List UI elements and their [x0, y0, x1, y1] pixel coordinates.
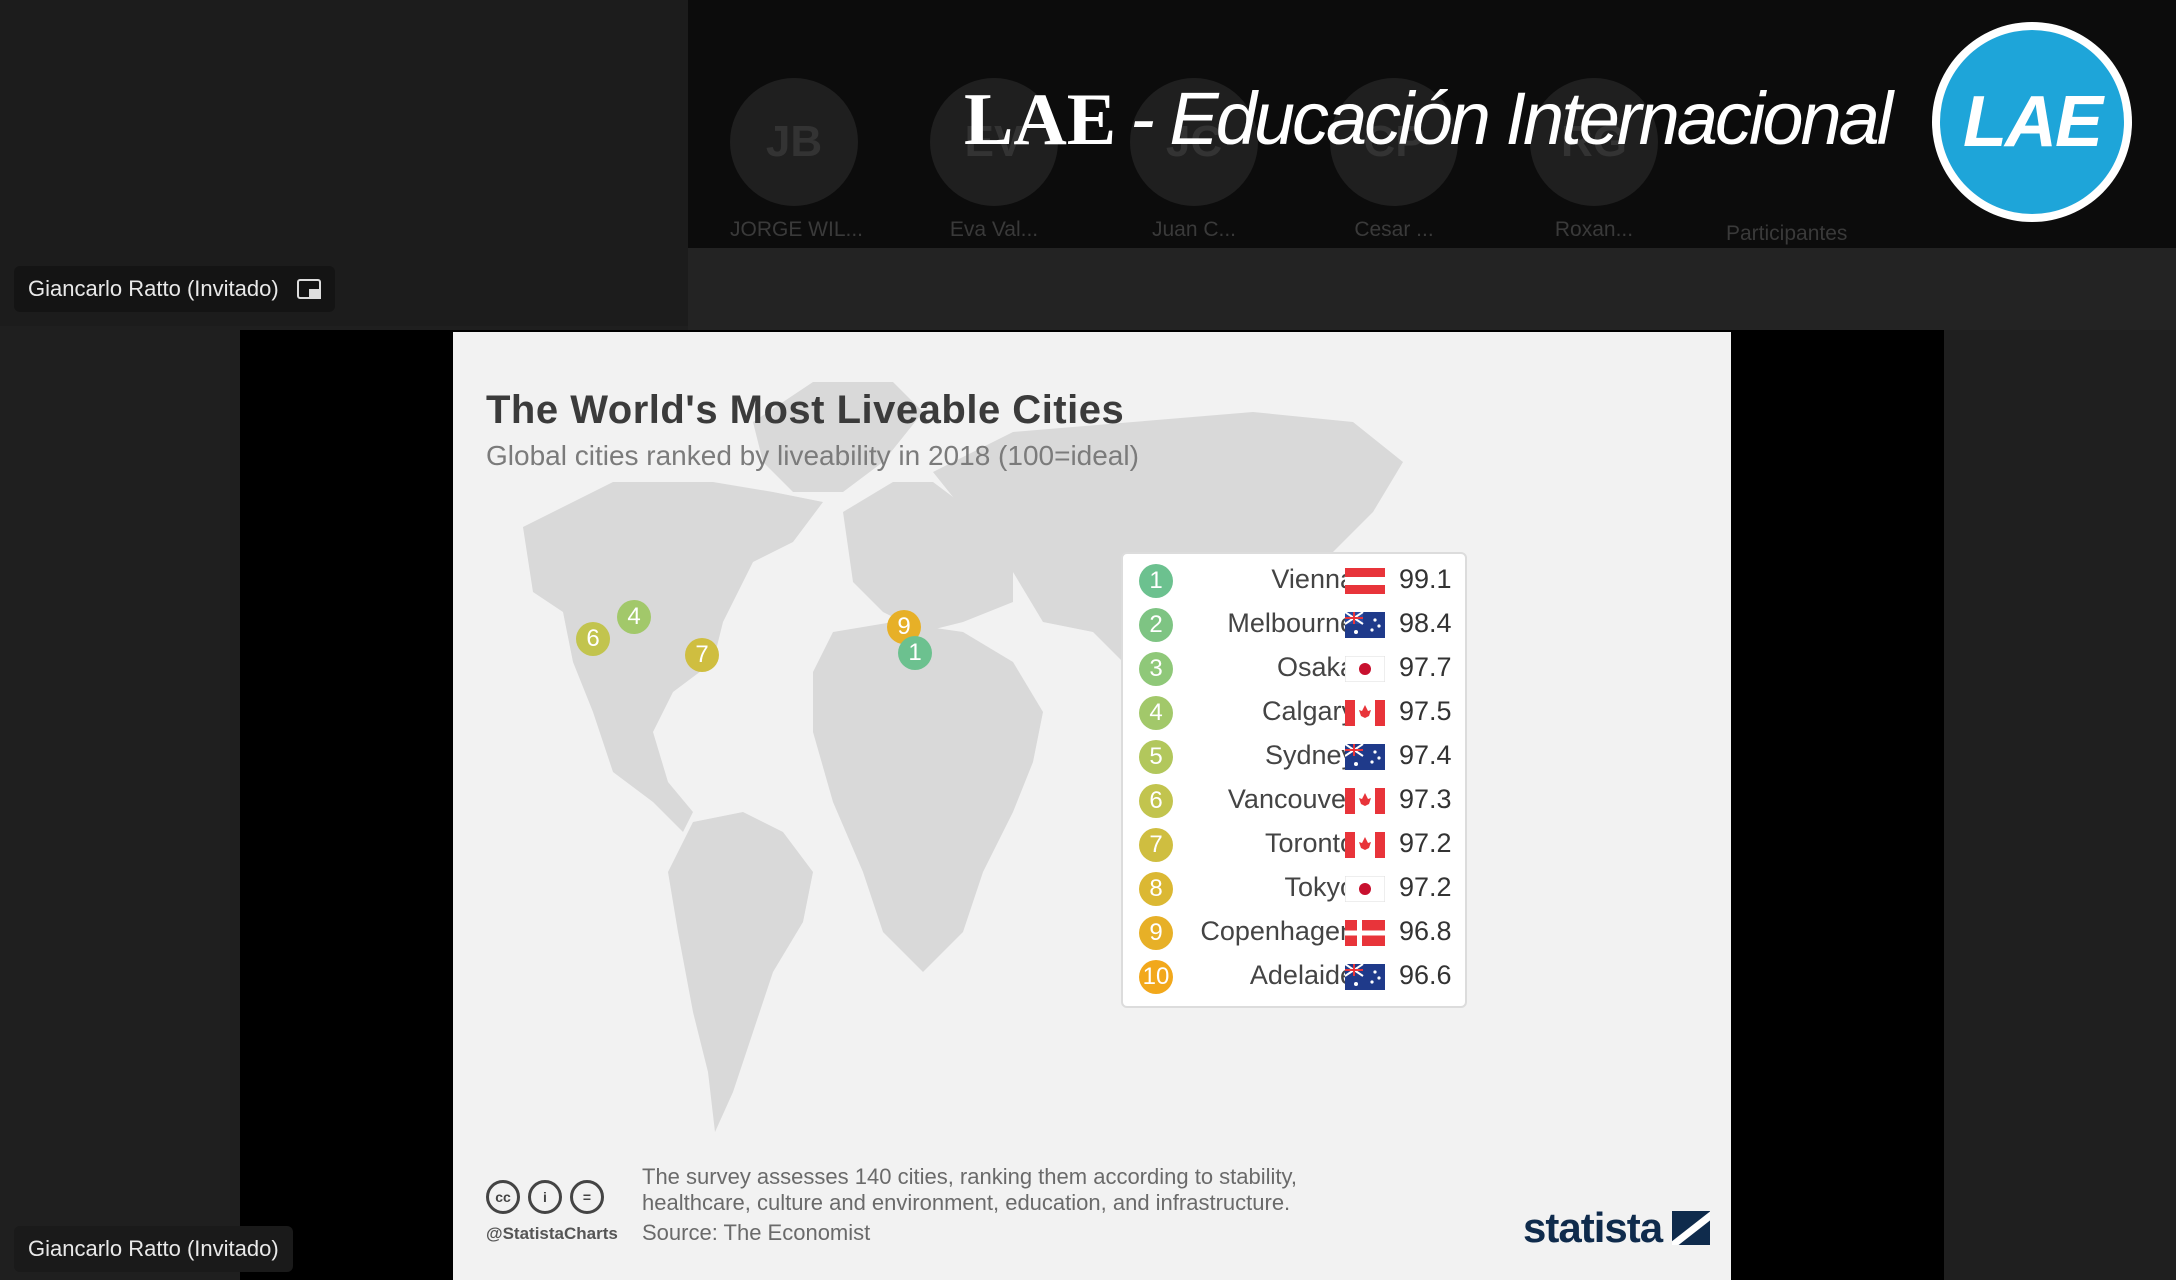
- participant-name: JORGE WIL...: [730, 218, 864, 241]
- participant-tile[interactable]: JC Juan C...: [1130, 78, 1258, 242]
- score-value: 97.2: [1399, 872, 1452, 902]
- denmark-flag-icon: [1345, 920, 1385, 946]
- canada-flag-icon: [1345, 788, 1385, 814]
- table-row: 5 Sydney 97.4: [1123, 734, 1469, 778]
- city-name: Tokyo: [1284, 872, 1355, 902]
- table-row: 3 Osaka 97.7: [1123, 646, 1469, 690]
- presenter-name: Giancarlo Ratto (Invitado): [28, 1236, 279, 1261]
- score-value: 97.3: [1399, 784, 1452, 814]
- australia-flag-icon: [1345, 964, 1385, 990]
- avatar: CP: [1330, 78, 1458, 206]
- survey-note: The survey assesses 140 cities, ranking …: [642, 1164, 1298, 1215]
- table-row: 9 Copenhagen 96.8: [1123, 910, 1469, 954]
- brand-bold: LAE: [964, 79, 1117, 161]
- participant-tile[interactable]: EV Eva Val...: [930, 78, 1058, 242]
- table-row: 1 Vienna 99.1: [1123, 558, 1469, 602]
- city-name: Calgary: [1261, 696, 1355, 726]
- score-value: 97.4: [1399, 740, 1452, 770]
- city-name: Osaka: [1276, 652, 1355, 682]
- source-note: Source: The Economist: [642, 1220, 871, 1245]
- speaker-name-tag: Giancarlo Ratto (Invitado): [14, 266, 335, 312]
- rank-badge: 5: [1139, 740, 1173, 774]
- australia-flag-icon: [1345, 744, 1385, 770]
- table-row: 2 Melbourne 98.4: [1123, 602, 1469, 646]
- participant-name: Eva Val...: [949, 218, 1039, 241]
- australia-flag-icon: [1345, 612, 1385, 638]
- score-value: 97.7: [1399, 652, 1452, 682]
- presenter-name-tag: Giancarlo Ratto (Invitado): [14, 1226, 293, 1272]
- rank-badge: 10: [1139, 960, 1173, 994]
- map-marker-toronto: 7: [685, 638, 719, 672]
- score-value: 96.6: [1399, 960, 1452, 990]
- table-row: 10 Adelaide 96.6: [1123, 954, 1469, 998]
- world-map: [523, 382, 1403, 1132]
- city-name: Melbourne: [1227, 608, 1355, 638]
- shared-slide: The World's Most Liveable Cities Global …: [453, 332, 1731, 1280]
- map-marker-calgary: 4: [617, 600, 651, 634]
- chart-subtitle: Global cities ranked by liveability in 2…: [486, 440, 1139, 471]
- statista-handle: @StatistaCharts: [486, 1224, 618, 1243]
- city-name: Toronto: [1264, 828, 1355, 858]
- city-name: Copenhagen: [1200, 916, 1355, 946]
- canada-flag-icon: [1345, 700, 1385, 726]
- participants-strip: JB JORGE WIL... EV Eva Val... JC Juan C.…: [688, 0, 2176, 248]
- city-name: Sydney: [1264, 740, 1355, 770]
- statista-mark-icon: [1672, 1211, 1711, 1245]
- participants-button[interactable]: Participantes: [1726, 222, 1848, 245]
- score-value: 98.4: [1399, 608, 1452, 638]
- map-marker-vienna: 1: [898, 636, 932, 670]
- brand-overlay: LAE - Educación Internacional: [964, 76, 1893, 172]
- participant-name: Cesar ...: [1354, 218, 1434, 241]
- lae-logo-text: LAE: [1940, 30, 2124, 214]
- chart-title: The World's Most Liveable Cities: [486, 388, 1125, 432]
- rank-badge: 4: [1139, 696, 1173, 730]
- attribution-icon: i: [528, 1180, 562, 1214]
- score-value: 97.5: [1399, 696, 1452, 726]
- participant-name: Roxan...: [1554, 218, 1634, 241]
- no-derivatives-icon: =: [570, 1180, 604, 1214]
- rank-badge: 7: [1139, 828, 1173, 862]
- score-value: 97.2: [1399, 828, 1452, 858]
- participant-tile[interactable]: JB JORGE WIL...: [730, 78, 864, 242]
- avatar: RG: [1530, 78, 1658, 206]
- participant-tile[interactable]: RG Roxan...: [1530, 78, 1658, 242]
- table-row: 6 Vancouver 97.3: [1123, 778, 1469, 822]
- lae-logo: LAE: [1932, 22, 2132, 222]
- creative-commons-icons: cc i =: [486, 1180, 604, 1214]
- canada-flag-icon: [1345, 832, 1385, 858]
- rank-badge: 1: [1139, 564, 1173, 598]
- city-name: Vancouver: [1227, 784, 1355, 814]
- brand-text: - Educación Internacional: [1130, 77, 1893, 160]
- score-value: 96.8: [1399, 916, 1452, 946]
- avatar: JC: [1130, 78, 1258, 206]
- japan-flag-icon: [1345, 656, 1385, 682]
- rank-badge: 6: [1139, 784, 1173, 818]
- avatar: JB: [730, 78, 858, 206]
- rank-badge: 3: [1139, 652, 1173, 686]
- rank-badge: 8: [1139, 872, 1173, 906]
- ranking-table: 1 Vienna 99.1 2 Melbourne 98.4 3 Osaka 9…: [1121, 552, 1467, 1008]
- table-row: 7 Toronto 97.2: [1123, 822, 1469, 866]
- statista-logo-text: statista: [1523, 1204, 1663, 1251]
- participant-name: Juan C...: [1151, 218, 1237, 241]
- city-name: Adelaide: [1249, 960, 1355, 990]
- japan-flag-icon: [1345, 876, 1385, 902]
- participant-tile[interactable]: CP Cesar ...: [1330, 78, 1458, 242]
- speaker-tile[interactable]: Giancarlo Ratto (Invitado): [0, 0, 688, 326]
- city-name: Vienna: [1271, 564, 1355, 594]
- rank-badge: 2: [1139, 608, 1173, 642]
- map-marker-vancouver: 6: [576, 622, 610, 656]
- table-row: 4 Calgary 97.5: [1123, 690, 1469, 734]
- score-value: 99.1: [1399, 564, 1452, 594]
- cc-icon: cc: [486, 1180, 520, 1214]
- speaker-name: Giancarlo Ratto (Invitado): [28, 276, 279, 301]
- austria-flag-icon: [1345, 568, 1385, 594]
- pin-video-icon[interactable]: [296, 279, 321, 299]
- strip-background: [688, 248, 2176, 330]
- rank-badge: 9: [1139, 916, 1173, 950]
- avatar: EV: [930, 78, 1058, 206]
- statista-logo: statista: [1523, 1204, 1711, 1252]
- table-row: 8 Tokyo 97.2: [1123, 866, 1469, 910]
